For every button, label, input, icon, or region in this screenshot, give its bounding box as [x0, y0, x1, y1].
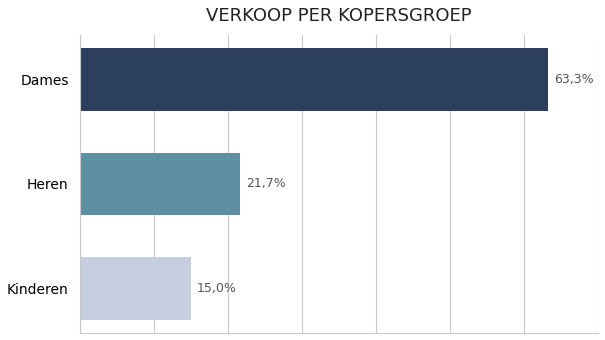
Bar: [80, 48, 548, 111]
Text: 15,0%: 15,0%: [197, 282, 237, 295]
Text: 21,7%: 21,7%: [246, 177, 286, 190]
Text: 63,3%: 63,3%: [554, 73, 594, 86]
Bar: [80, 257, 191, 320]
Bar: [80, 153, 240, 215]
Title: VERKOOP PER KOPERSGROEP: VERKOOP PER KOPERSGROEP: [206, 7, 472, 25]
